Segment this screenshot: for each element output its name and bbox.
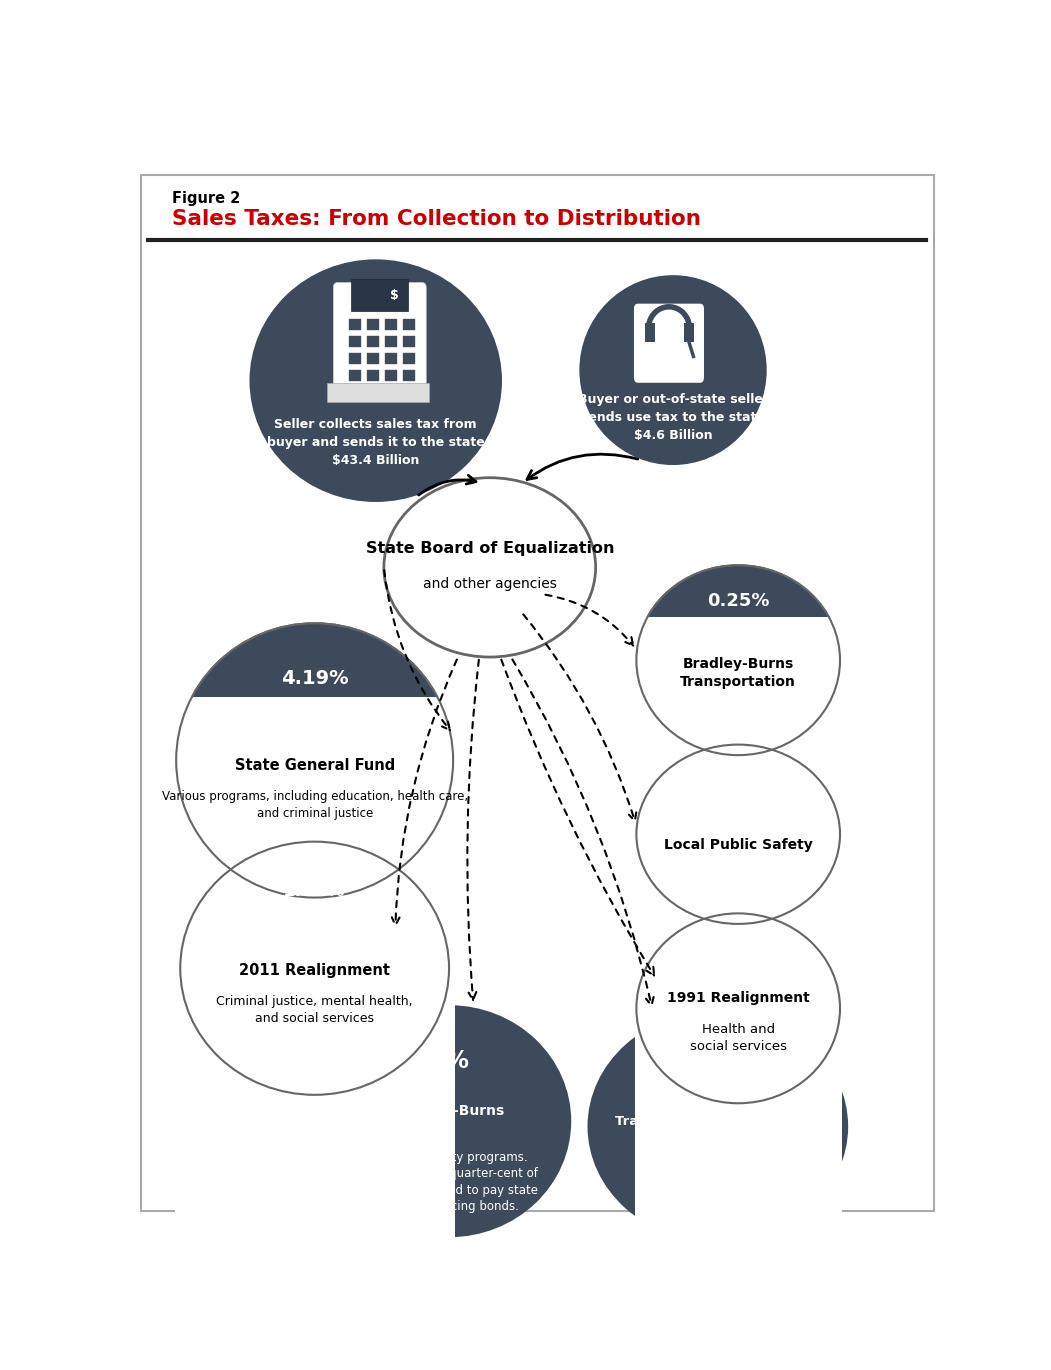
Text: 0.25%: 0.25% xyxy=(707,592,769,611)
Bar xyxy=(635,967,842,1271)
Text: Criminal justice, mental health,
and social services: Criminal justice, mental health, and soc… xyxy=(217,996,413,1025)
Text: Various programs, including education, health care,
and criminal justice: Various programs, including education, h… xyxy=(162,789,468,819)
Bar xyxy=(351,279,408,311)
Bar xyxy=(403,370,415,381)
Ellipse shape xyxy=(177,623,453,897)
Bar xyxy=(385,337,397,347)
Text: Buyer or out-of-state seller
sends use tax to the state
$4.6 Billion: Buyer or out-of-state seller sends use t… xyxy=(578,393,768,443)
Bar xyxy=(385,319,397,330)
Ellipse shape xyxy=(637,745,840,923)
Text: Sales Taxes: From Collection to Distribution: Sales Taxes: From Collection to Distribu… xyxy=(172,208,701,229)
Ellipse shape xyxy=(181,841,449,1095)
Text: and other agencies: and other agencies xyxy=(423,577,557,592)
Bar xyxy=(403,337,415,347)
Bar xyxy=(367,370,379,381)
Text: Bradley-Burns
Transportation: Bradley-Burns Transportation xyxy=(680,656,797,689)
Ellipse shape xyxy=(249,259,502,501)
Bar xyxy=(349,370,362,381)
Bar xyxy=(367,319,379,330)
Ellipse shape xyxy=(637,566,840,755)
Text: 0 to 2.5%: 0 to 2.5% xyxy=(666,1056,769,1075)
Ellipse shape xyxy=(637,566,840,755)
Text: 1%: 1% xyxy=(429,1049,469,1073)
Text: 1.06%: 1.06% xyxy=(284,882,346,900)
Ellipse shape xyxy=(181,841,449,1095)
Bar xyxy=(179,910,451,1271)
Ellipse shape xyxy=(327,1006,572,1237)
Text: 4.19%: 4.19% xyxy=(281,669,349,688)
Bar xyxy=(349,319,362,330)
FancyBboxPatch shape xyxy=(333,282,427,393)
Ellipse shape xyxy=(588,1011,848,1243)
Text: 0.5%: 0.5% xyxy=(714,943,763,960)
Bar xyxy=(644,323,655,341)
FancyBboxPatch shape xyxy=(634,304,704,382)
Bar xyxy=(403,319,415,330)
Ellipse shape xyxy=(579,275,767,464)
Bar xyxy=(174,697,455,1271)
Text: 1991 Realignment: 1991 Realignment xyxy=(666,991,809,1004)
Ellipse shape xyxy=(384,478,596,658)
Text: $: $ xyxy=(390,289,398,301)
Bar xyxy=(327,382,429,401)
Bar xyxy=(367,353,379,364)
Text: State General Fund: State General Fund xyxy=(234,758,395,773)
Bar xyxy=(683,323,695,341)
Text: Seller collects sales tax from
buyer and sends it to the state
$43.4 Billion: Seller collects sales tax from buyer and… xyxy=(267,418,485,467)
Text: 0.5%: 0.5% xyxy=(714,770,763,788)
Text: Local Public Safety: Local Public Safety xyxy=(664,838,812,852)
Text: Transactions and Use Taxes: Transactions and Use Taxes xyxy=(615,1115,821,1128)
Bar xyxy=(635,616,842,1271)
FancyBboxPatch shape xyxy=(141,175,934,1211)
Text: Health and
social services: Health and social services xyxy=(689,1023,787,1054)
Bar xyxy=(349,337,362,347)
Text: Figure 2: Figure 2 xyxy=(172,190,241,205)
Bar xyxy=(367,337,379,347)
Ellipse shape xyxy=(637,914,840,1103)
Ellipse shape xyxy=(177,623,453,897)
Ellipse shape xyxy=(637,745,840,923)
Bar xyxy=(349,353,362,364)
Text: Bradley-Burns: Bradley-Burns xyxy=(393,1104,504,1118)
Bar xyxy=(635,795,842,1271)
Text: City and county programs.
Temporarily, a quarter-cent of
rate is redirected to p: City and county programs. Temporarily, a… xyxy=(360,1151,537,1214)
Bar xyxy=(385,353,397,364)
Bar xyxy=(403,353,415,364)
Text: State Board of Equalization: State Board of Equalization xyxy=(366,541,614,556)
Bar xyxy=(385,370,397,381)
Ellipse shape xyxy=(637,914,840,1103)
Text: 2011 Realignment: 2011 Realignment xyxy=(240,963,390,978)
Text: Optional local rates for
transportation and various
other local programs: Optional local rates for transportation … xyxy=(639,1158,797,1204)
